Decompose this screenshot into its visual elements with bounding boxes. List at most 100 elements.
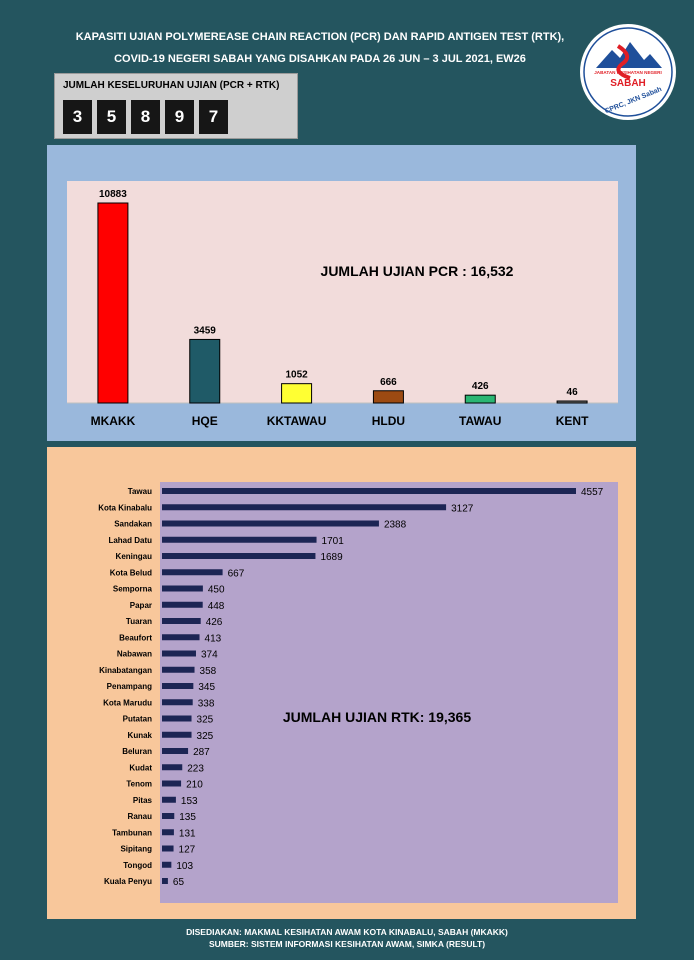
pcr-bar xyxy=(556,400,588,404)
rtk-data-label: 3127 xyxy=(451,503,474,514)
pcr-data-label: 666 xyxy=(380,377,397,388)
rtk-data-label: 325 xyxy=(197,715,214,726)
rtk-bar xyxy=(162,634,200,641)
pcr-bar xyxy=(464,394,496,404)
rtk-category-label: Kudat xyxy=(129,763,152,772)
rtk-data-label: 1689 xyxy=(320,552,343,563)
rtk-category-label: Tenom xyxy=(126,780,152,789)
rtk-bar xyxy=(162,748,189,754)
pcr-bar xyxy=(97,202,129,404)
pcr-data-label: 1052 xyxy=(285,370,308,381)
pcr-bar xyxy=(281,383,313,404)
rtk-category-label: Semporna xyxy=(113,585,153,594)
footer: DISEDIAKAN: MAKMAL KESIHATAN AWAM KOTA K… xyxy=(0,926,694,950)
rtk-category-label: Tongod xyxy=(123,861,152,870)
rtk-bar xyxy=(162,683,194,689)
page-title: KAPASITI UJIAN POLYMEREASE CHAIN REACTIO… xyxy=(60,26,580,70)
rtk-bar xyxy=(162,504,447,511)
rtk-bar xyxy=(162,520,379,527)
rtk-category-label: Kota Marudu xyxy=(103,698,152,707)
rtk-bar xyxy=(162,878,168,884)
rtk-category-label: Lahad Datu xyxy=(108,536,152,545)
rtk-category-label: Nabawan xyxy=(117,650,152,659)
rtk-data-label: 287 xyxy=(193,747,210,758)
rtk-data-label: 65 xyxy=(173,877,185,888)
rtk-data-label: 325 xyxy=(197,731,214,742)
jkn-sabah-logo: JABATAN KESIHATAN NEGERI SABAH CPRC, JKN… xyxy=(580,24,676,120)
rtk-category-label: Tuaran xyxy=(126,617,152,626)
rtk-bar xyxy=(162,861,172,868)
rtk-bar xyxy=(162,618,201,624)
rtk-data-label: 450 xyxy=(208,585,225,596)
rtk-data-label: 358 xyxy=(200,666,217,677)
rtk-category-label: Beluran xyxy=(122,747,152,756)
rtk-category-label: Sipitang xyxy=(120,845,152,854)
pcr-data-label: 426 xyxy=(472,381,489,392)
rtk-bar xyxy=(162,536,317,543)
rtk-data-label: 103 xyxy=(176,861,193,872)
rtk-category-label: Penampang xyxy=(107,682,152,691)
pcr-category-label: KENT xyxy=(556,414,589,428)
pcr-category-label: HLDU xyxy=(372,414,405,428)
rtk-data-label: 131 xyxy=(179,828,196,839)
rtk-bar xyxy=(162,585,203,592)
rtk-data-label: 345 xyxy=(198,682,215,693)
rtk-data-label: 135 xyxy=(179,812,196,823)
pcr-category-label: TAWAU xyxy=(459,414,501,428)
pcr-plot-area xyxy=(67,181,618,403)
rtk-data-label: 413 xyxy=(205,633,222,644)
rtk-data-label: 667 xyxy=(228,568,245,579)
rtk-data-label: 2388 xyxy=(384,520,407,531)
rtk-bar xyxy=(162,569,223,576)
rtk-bar xyxy=(162,488,576,494)
rtk-data-label: 153 xyxy=(181,796,198,807)
rtk-category-label: Papar xyxy=(130,601,152,610)
pcr-category-label: HQE xyxy=(192,414,218,428)
total-tests-counter: JUMLAH KESELURUHAN UJIAN (PCR + RTK) 3 5… xyxy=(54,73,298,139)
rtk-bar xyxy=(162,666,195,673)
rtk-category-label: Sandakan xyxy=(114,520,152,529)
counter-digit: 9 xyxy=(165,100,194,134)
rtk-category-label: Putatan xyxy=(123,715,152,724)
rtk-category-label: Kinabatangan xyxy=(99,666,152,675)
pcr-bar xyxy=(372,390,404,404)
rtk-data-label: 426 xyxy=(206,617,223,628)
counter-digit: 7 xyxy=(199,100,228,134)
rtk-category-label: Kuala Penyu xyxy=(104,877,152,886)
title-line-2: COVID-19 NEGERI SABAH YANG DISAHKAN PADA… xyxy=(114,53,526,65)
rtk-bar xyxy=(162,796,176,803)
rtk-bar xyxy=(162,845,174,852)
counter-digit: 3 xyxy=(63,100,92,134)
rtk-bar xyxy=(162,715,192,722)
rtk-data-label: 4557 xyxy=(581,487,604,498)
total-tests-label: JUMLAH KESELURUHAN UJIAN (PCR + RTK) xyxy=(63,80,280,91)
rtk-data-label: 1701 xyxy=(322,536,345,547)
mountain-icon xyxy=(596,42,662,68)
pcr-data-label: 3459 xyxy=(194,325,217,336)
rtk-bar xyxy=(162,699,193,706)
rtk-data-label: 127 xyxy=(179,845,196,856)
pcr-category-label: KKTAWAU xyxy=(267,414,327,428)
rtk-bar xyxy=(162,731,192,738)
rtk-category-label: Beaufort xyxy=(119,633,152,642)
pcr-data-label: 10883 xyxy=(99,189,127,200)
counter-digits: 3 5 8 9 7 xyxy=(63,100,228,134)
footer-source: SUMBER: SISTEM INFORMASI KESIHATAN AWAM,… xyxy=(208,939,486,949)
s-swoosh-icon xyxy=(616,44,631,80)
rtk-bar xyxy=(162,764,183,771)
rtk-data-label: 338 xyxy=(198,698,215,709)
rtk-category-label: Ranau xyxy=(128,812,153,821)
rtk-bar xyxy=(162,780,182,787)
counter-digit: 5 xyxy=(97,100,126,134)
rtk-data-label: 448 xyxy=(208,601,225,612)
pcr-chart-panel: 10883 MKAKK 3459 HQE 1052 KKTAWAU 666 HLDU 426 TA… xyxy=(47,145,636,441)
rtk-bar-chart: Tawau 4557 Kota Kinabalu 3127 Sandakan 2388 La… xyxy=(98,482,618,903)
title-line-1: KAPASITI UJIAN POLYMEREASE CHAIN REACTIO… xyxy=(75,31,565,43)
rtk-category-label: Tambunan xyxy=(112,828,152,837)
rtk-category-label: Kota Belud xyxy=(110,568,152,577)
rtk-total-annotation: JUMLAH UJIAN RTK: 19,365 xyxy=(283,709,471,725)
rtk-bar xyxy=(162,601,203,608)
rtk-category-label: Tawau xyxy=(128,487,152,496)
pcr-bar xyxy=(189,338,221,404)
rtk-data-label: 374 xyxy=(201,650,218,661)
